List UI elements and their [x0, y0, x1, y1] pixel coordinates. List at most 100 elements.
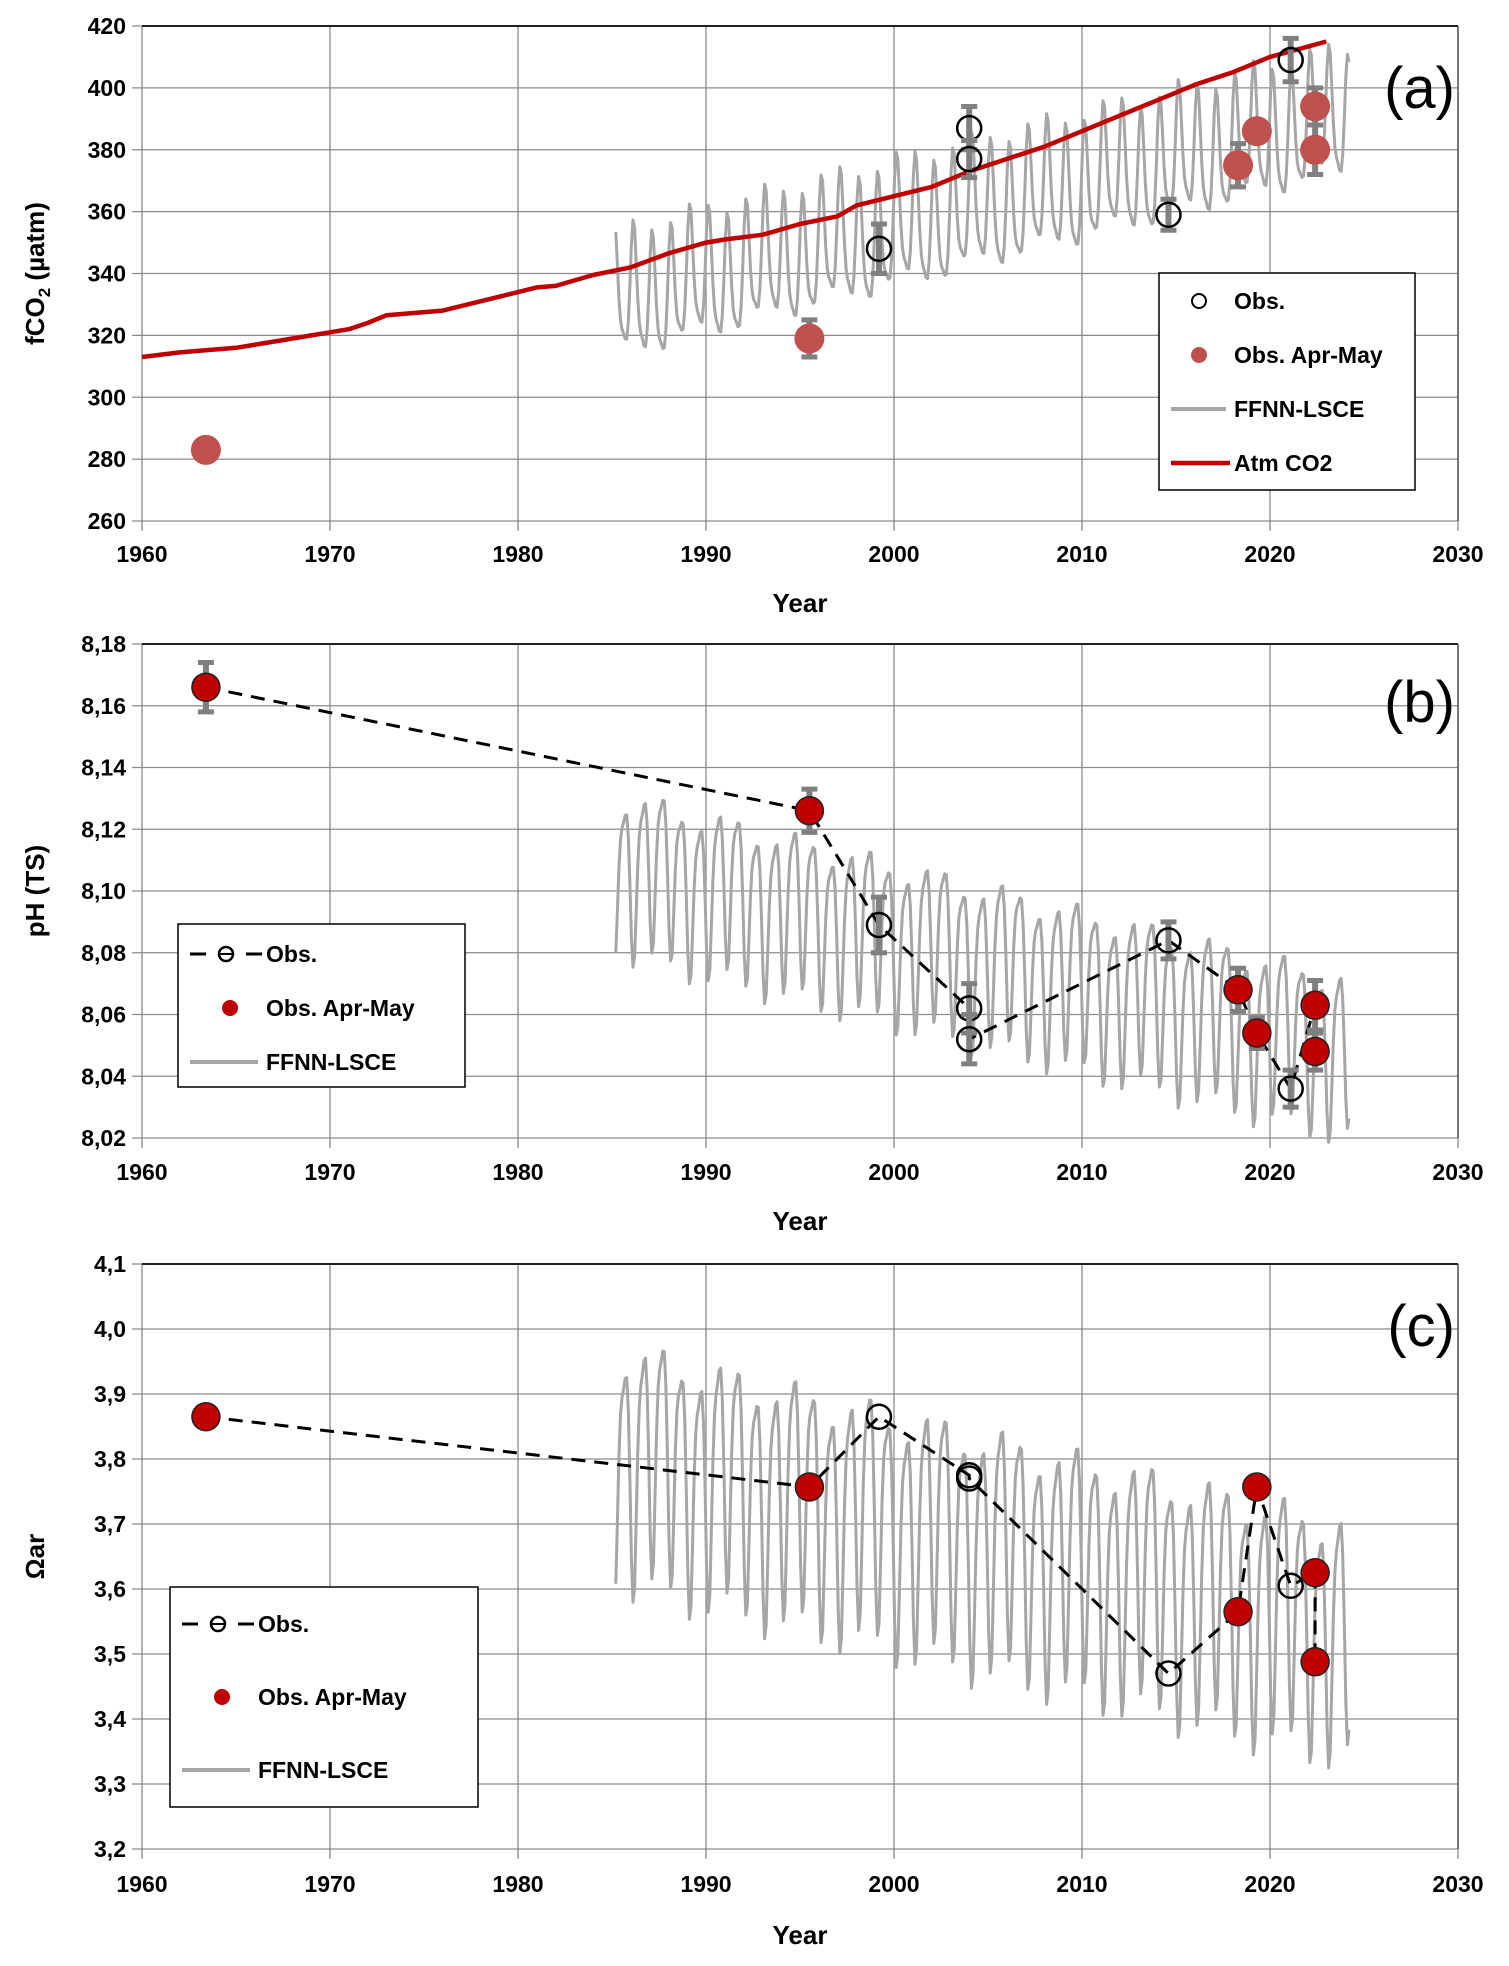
apr-may-point — [1242, 1472, 1272, 1502]
apr-may-point — [1242, 1018, 1272, 1048]
y-tick-label: 8,14 — [81, 755, 126, 781]
apr-may-point — [1300, 1036, 1330, 1067]
x-tick-label: 1990 — [680, 1871, 731, 1897]
x-axis-title: Year — [773, 1206, 828, 1236]
obs-point — [1277, 1572, 1304, 1599]
y-tick-label: 3,6 — [94, 1576, 126, 1602]
apr-may-point — [1223, 150, 1254, 181]
y-tick-label: 420 — [88, 13, 126, 39]
apr-may-point — [1300, 990, 1330, 1020]
apr-may-point — [794, 795, 825, 826]
x-tick-label: 2020 — [1244, 1159, 1295, 1185]
legend: Obs. Obs. Apr-May FFNN-LSCE — [169, 1586, 479, 1808]
apr-may-point — [1223, 1597, 1253, 1627]
panel-label: (b) — [1384, 670, 1455, 735]
obs-point — [865, 911, 893, 939]
ffnn-lsce-line — [614, 798, 1351, 1144]
obs-point — [1155, 927, 1182, 954]
panel-a-fco2: 1960 1970 1980 1990 2000 2010 2020 2030 260 280 30… — [20, 13, 1484, 618]
y-tick-label: 3,4 — [94, 1706, 126, 1732]
apr-may-point — [1300, 1647, 1330, 1677]
y-tick-label: 300 — [88, 384, 126, 410]
y-tick-label: 4,1 — [94, 1251, 126, 1277]
y-tick-label: 360 — [88, 199, 126, 225]
obs-point — [1277, 1075, 1304, 1102]
y-tick-label: 3,7 — [94, 1511, 126, 1537]
apr-may-point — [1300, 91, 1331, 122]
x-tick-label: 1970 — [304, 1159, 355, 1185]
x-tick-label: 1980 — [492, 1159, 543, 1185]
y-tick-label: 260 — [88, 508, 126, 534]
obs-point — [1155, 1660, 1182, 1687]
apr-may-point — [190, 434, 221, 465]
obs-point — [1277, 46, 1304, 74]
legend-obs-icon — [217, 945, 235, 963]
y-tick-label: 280 — [88, 446, 126, 472]
y-axis-title: pH (TS) — [20, 845, 50, 937]
ffnn-lsce-line — [614, 42, 1351, 350]
apr-may-point — [1241, 116, 1272, 147]
y-tick-label: 3,2 — [94, 1836, 126, 1862]
x-tick-label: 1960 — [116, 1871, 167, 1897]
legend: Obs. Obs. Apr-May FFNN-LSCE — [177, 923, 466, 1088]
x-tick-label: 1990 — [680, 541, 731, 567]
legend-apr-may-icon — [1191, 347, 1207, 363]
x-tick-label: 2030 — [1432, 541, 1483, 567]
y-tick-label: 8,04 — [81, 1063, 126, 1089]
panel-label: (c) — [1387, 1294, 1455, 1359]
y-tick-label: 380 — [88, 137, 126, 163]
obs-point — [955, 1025, 983, 1053]
y-tick-label: 8,10 — [81, 878, 126, 904]
y-tick-label: 3,9 — [94, 1381, 126, 1407]
x-tick-label: 2020 — [1244, 541, 1295, 567]
y-axis-title: Ωar — [20, 1534, 50, 1579]
obs-point — [955, 145, 983, 173]
legend-obs-icon — [1191, 293, 1207, 309]
y-tick-label: 4,0 — [94, 1316, 126, 1342]
y-tick-label: 3,8 — [94, 1446, 126, 1472]
x-tick-label: 2010 — [1056, 541, 1107, 567]
legend-apr-may-icon — [214, 1689, 230, 1705]
legend-apr-may-icon — [222, 1000, 238, 1016]
legend-label-apr_may: Obs. Apr-May — [1234, 342, 1383, 368]
legend-label-apr_may: Obs. Apr-May — [266, 995, 415, 1021]
panel-label: (a) — [1384, 56, 1455, 121]
ffnn-lsce-line — [614, 1349, 1351, 1770]
x-tick-label: 1960 — [116, 1159, 167, 1185]
legend-label-obs: Obs. — [258, 1611, 309, 1637]
apr-may-point — [191, 672, 221, 702]
y-tick-label: 8,08 — [81, 940, 126, 966]
atm-co2-line — [141, 39, 1327, 360]
panel-b-ph: 1960 1970 1980 1990 2000 2010 2020 2030 8,02 8,04… — [20, 631, 1484, 1236]
legend-label-apr_may: Obs. Apr-May — [258, 1684, 407, 1710]
y-tick-label: 340 — [88, 261, 126, 287]
obs-point — [865, 1403, 893, 1430]
y-axis-title: fCO2 (µatm) — [20, 202, 54, 345]
y-tick-label: 8,12 — [81, 816, 126, 842]
legend-obs-icon — [209, 1615, 227, 1633]
y-tick-label: 8,06 — [81, 1002, 126, 1028]
legend-label-ffnn: FFNN-LSCE — [258, 1757, 388, 1783]
obs-point — [1155, 201, 1182, 228]
panel-c-omega-ar: 1960 1970 1980 1990 2000 2010 2020 2030 3,2 3,3 3,… — [20, 1251, 1484, 1950]
apr-may-point — [191, 1402, 221, 1432]
legend-label-obs: Obs. — [1234, 288, 1285, 314]
x-tick-label: 1980 — [492, 1871, 543, 1897]
legend-label-atm: Atm CO2 — [1234, 450, 1332, 476]
x-tick-label: 1960 — [116, 541, 167, 567]
x-tick-label: 1990 — [680, 1159, 731, 1185]
y-tick-label: 8,18 — [81, 631, 126, 657]
legend-label-ffnn: FFNN-LSCE — [1234, 396, 1364, 422]
apr-may-point — [1300, 134, 1331, 165]
x-tick-label: 2010 — [1056, 1159, 1107, 1185]
x-tick-label: 1970 — [304, 541, 355, 567]
x-axis-title: Year — [773, 1920, 828, 1950]
apr-may-point — [1300, 1558, 1330, 1588]
x-tick-label: 2010 — [1056, 1871, 1107, 1897]
x-tick-label: 2000 — [868, 1871, 919, 1897]
x-tick-label: 2000 — [868, 1159, 919, 1185]
y-tick-label: 400 — [88, 75, 126, 101]
y-tick-label: 8,16 — [81, 693, 126, 719]
x-tick-label: 2000 — [868, 541, 919, 567]
